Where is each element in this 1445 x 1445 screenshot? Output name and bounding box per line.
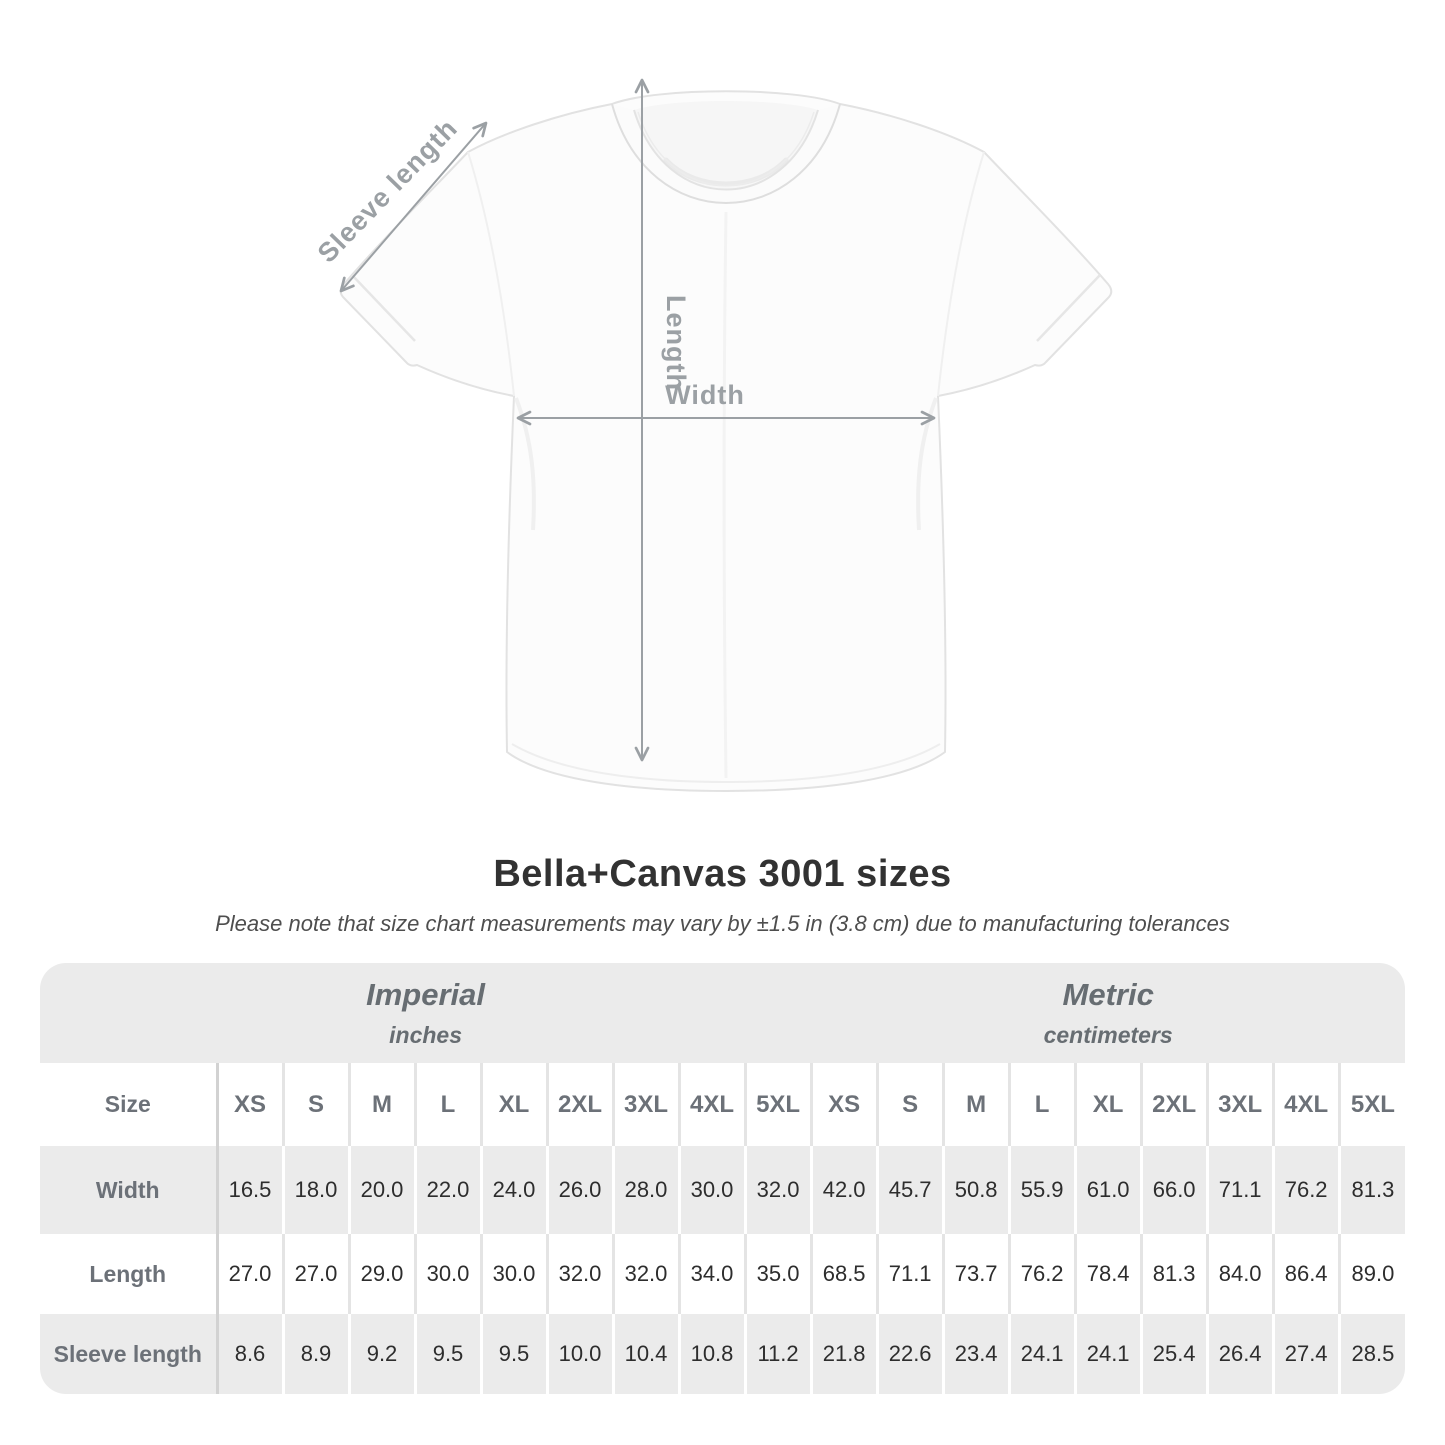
measurement-cell: 25.4 bbox=[1139, 1314, 1208, 1394]
measurement-cell: 61.0 bbox=[1073, 1146, 1142, 1234]
size-col-header: XS bbox=[215, 1063, 283, 1146]
neck-hole bbox=[634, 101, 818, 190]
measurement-row-label: Width bbox=[40, 1146, 217, 1234]
measurement-cell: 10.0 bbox=[545, 1314, 613, 1394]
measurement-cell: 32.0 bbox=[743, 1146, 812, 1234]
measurement-cell: 71.1 bbox=[1205, 1146, 1274, 1234]
measurement-cell: 81.3 bbox=[1139, 1234, 1208, 1314]
measurement-cell: 22.6 bbox=[875, 1314, 944, 1394]
size-col-header: 4XL bbox=[1271, 1063, 1340, 1146]
size-col-header: 2XL bbox=[1139, 1063, 1208, 1146]
size-col-header: L bbox=[413, 1063, 481, 1146]
measurement-row: Length 27.0 27.0 29.0 30.0 30.0 32.0 32.0 34.0 35… bbox=[40, 1234, 1405, 1314]
size-col-header: 4XL bbox=[677, 1063, 745, 1146]
sleeve-length-arrow bbox=[339, 121, 488, 293]
size-chart-table: Imperial inches Metric centimeters Size … bbox=[40, 963, 1405, 1394]
measurement-row-label: Sleeve length bbox=[40, 1314, 217, 1394]
measurement-row: Sleeve length 8.6 8.9 9.2 9.5 9.5 10.0 10.4 10.8… bbox=[40, 1314, 1405, 1394]
measurement-cell: 18.0 bbox=[281, 1146, 349, 1234]
measurement-cell: 76.2 bbox=[1007, 1234, 1076, 1314]
imperial-section-header: Imperial inches bbox=[40, 963, 812, 1063]
measurement-cell: 29.0 bbox=[347, 1234, 415, 1314]
measurement-cell: 8.6 bbox=[215, 1314, 283, 1394]
size-col-header: 3XL bbox=[1205, 1063, 1274, 1146]
metric-section-header: Metric centimeters bbox=[811, 963, 1405, 1063]
measurement-cell: 68.5 bbox=[809, 1234, 878, 1314]
measurement-cell: 32.0 bbox=[611, 1234, 679, 1314]
measurement-cell: 78.4 bbox=[1073, 1234, 1142, 1314]
measurement-row: Width 16.5 18.0 20.0 22.0 24.0 26.0 28.0 30.0 32.… bbox=[40, 1146, 1405, 1234]
measurement-cell: 27.0 bbox=[281, 1234, 349, 1314]
measurement-cell: 28.0 bbox=[611, 1146, 679, 1234]
size-col-header: S bbox=[875, 1063, 944, 1146]
size-col-header: XL bbox=[479, 1063, 547, 1146]
measurement-cell: 9.5 bbox=[413, 1314, 481, 1394]
metric-label: Metric bbox=[1062, 977, 1154, 1012]
measurement-row-label: Length bbox=[40, 1234, 217, 1314]
tshirt-measurement-diagram: Width Length Sleeve length bbox=[312, 78, 1113, 792]
measurement-cell: 24.1 bbox=[1007, 1314, 1076, 1394]
measurement-cell: 84.0 bbox=[1205, 1234, 1274, 1314]
measurement-cell: 81.3 bbox=[1337, 1146, 1405, 1234]
length-label: Length bbox=[661, 295, 691, 391]
measurement-cell: 76.2 bbox=[1271, 1146, 1340, 1234]
width-label: Width bbox=[665, 380, 745, 410]
measurement-cell: 30.0 bbox=[479, 1234, 547, 1314]
measurement-cell: 50.8 bbox=[941, 1146, 1010, 1234]
size-col-header: M bbox=[347, 1063, 415, 1146]
size-col-header: S bbox=[281, 1063, 349, 1146]
tolerance-note: Please note that size chart measurements… bbox=[215, 911, 1230, 936]
measurement-cell: 30.0 bbox=[677, 1146, 745, 1234]
measurement-cell: 20.0 bbox=[347, 1146, 415, 1234]
measurement-cell: 89.0 bbox=[1337, 1234, 1405, 1314]
measurement-cell: 10.4 bbox=[611, 1314, 679, 1394]
measurement-cell: 32.0 bbox=[545, 1234, 613, 1314]
measurement-cell: 9.2 bbox=[347, 1314, 415, 1394]
measurement-cell: 35.0 bbox=[743, 1234, 812, 1314]
size-col-header: 5XL bbox=[1337, 1063, 1405, 1146]
measurement-cell: 34.0 bbox=[677, 1234, 745, 1314]
size-col-header: XS bbox=[809, 1063, 878, 1146]
collar-band bbox=[612, 104, 840, 203]
size-col-header: 2XL bbox=[545, 1063, 613, 1146]
measurement-cell: 8.9 bbox=[281, 1314, 349, 1394]
heading-block: Bella+Canvas 3001 sizes Please note that… bbox=[0, 853, 1445, 937]
size-header-row: Size XS S M L XL 2XL 3XL 4XL 5XL XS S M L XL 2XL 3XL 4XL… bbox=[40, 1063, 1405, 1146]
measurement-cell: 66.0 bbox=[1139, 1146, 1208, 1234]
measurement-cell: 42.0 bbox=[809, 1146, 878, 1234]
size-col-header: XL bbox=[1073, 1063, 1142, 1146]
measurement-cell: 26.4 bbox=[1205, 1314, 1274, 1394]
measurement-cell: 22.0 bbox=[413, 1146, 481, 1234]
imperial-label: Imperial bbox=[366, 977, 486, 1012]
measurement-cell: 30.0 bbox=[413, 1234, 481, 1314]
unit-section-row: Imperial inches Metric centimeters bbox=[40, 963, 1405, 1063]
tshirt-illustration bbox=[339, 90, 1113, 792]
size-col-header: 3XL bbox=[611, 1063, 679, 1146]
size-col-header: 5XL bbox=[743, 1063, 812, 1146]
metric-unit: centimeters bbox=[1043, 1022, 1173, 1048]
measurement-cell: 9.5 bbox=[479, 1314, 547, 1394]
measurement-cell: 16.5 bbox=[215, 1146, 283, 1234]
measurement-cell: 26.0 bbox=[545, 1146, 613, 1234]
measurement-cell: 27.0 bbox=[215, 1234, 283, 1314]
measurement-cell: 73.7 bbox=[941, 1234, 1010, 1314]
measurement-cell: 86.4 bbox=[1271, 1234, 1340, 1314]
measurement-cell: 71.1 bbox=[875, 1234, 944, 1314]
measurement-cell: 11.2 bbox=[743, 1314, 812, 1394]
measurement-cell: 27.4 bbox=[1271, 1314, 1340, 1394]
measurement-cell: 45.7 bbox=[875, 1146, 944, 1234]
page-title: Bella+Canvas 3001 sizes bbox=[493, 853, 952, 895]
measurement-cell: 10.8 bbox=[677, 1314, 745, 1394]
size-col-header: L bbox=[1007, 1063, 1076, 1146]
measurement-cell: 24.1 bbox=[1073, 1314, 1142, 1394]
measurement-cell: 24.0 bbox=[479, 1146, 547, 1234]
imperial-unit: inches bbox=[389, 1022, 462, 1048]
size-header: Size bbox=[40, 1063, 217, 1146]
size-col-header: M bbox=[941, 1063, 1010, 1146]
measurement-cell: 21.8 bbox=[809, 1314, 878, 1394]
measurement-cell: 23.4 bbox=[941, 1314, 1010, 1394]
measurement-cell: 28.5 bbox=[1337, 1314, 1405, 1394]
measurement-cell: 55.9 bbox=[1007, 1146, 1076, 1234]
